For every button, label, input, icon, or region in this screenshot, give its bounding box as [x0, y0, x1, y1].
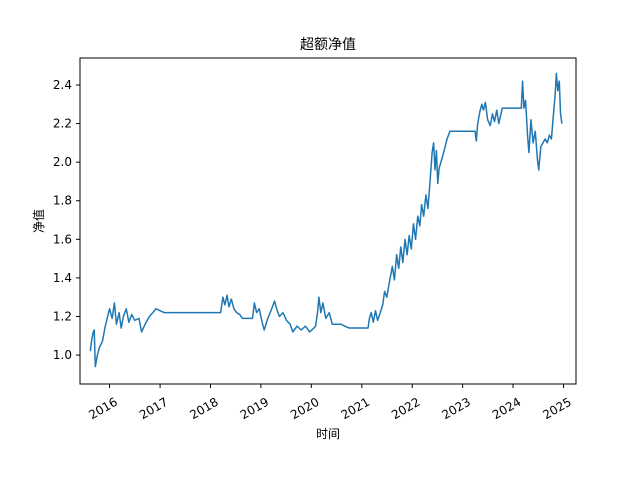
- y-axis: 1.0 1.2 1.4 1.6 1.8 2.0 2.2 2.4: [53, 78, 80, 362]
- chart-title: 超额净值: [300, 37, 356, 53]
- x-tick-label: 2021: [339, 395, 372, 422]
- series-layer: [89, 72, 563, 368]
- y-axis-title: 净值: [31, 209, 46, 233]
- y-tick-label: 1.6: [53, 232, 72, 246]
- y-tick-label: 1.4: [53, 271, 72, 285]
- y-tick-label: 1.2: [53, 309, 72, 323]
- y-tick-label: 2.4: [53, 78, 72, 92]
- y-tick-label: 1.0: [53, 348, 72, 362]
- x-axis: 2016 2017 2018 2019 2020 2021 2022 2023 2024 2025: [86, 384, 574, 422]
- plot-area-frame: [79, 57, 577, 385]
- y-tick-label: 2.2: [53, 117, 72, 131]
- x-axis-title: 时间: [316, 427, 340, 441]
- x-tick-label: 2024: [490, 395, 523, 422]
- x-tick-label: 2020: [288, 395, 321, 422]
- y-tick-label: 2.0: [53, 155, 72, 169]
- series-line-0: [89, 72, 563, 368]
- x-tick-label: 2025: [540, 395, 573, 422]
- y-tick-label: 1.8: [53, 194, 72, 208]
- x-tick-label: 2017: [137, 395, 170, 422]
- x-tick-label: 2016: [86, 395, 119, 422]
- x-tick-label: 2023: [439, 395, 472, 422]
- x-tick-label: 2018: [187, 395, 220, 422]
- x-tick-label: 2022: [389, 395, 422, 422]
- x-tick-label: 2019: [238, 395, 271, 422]
